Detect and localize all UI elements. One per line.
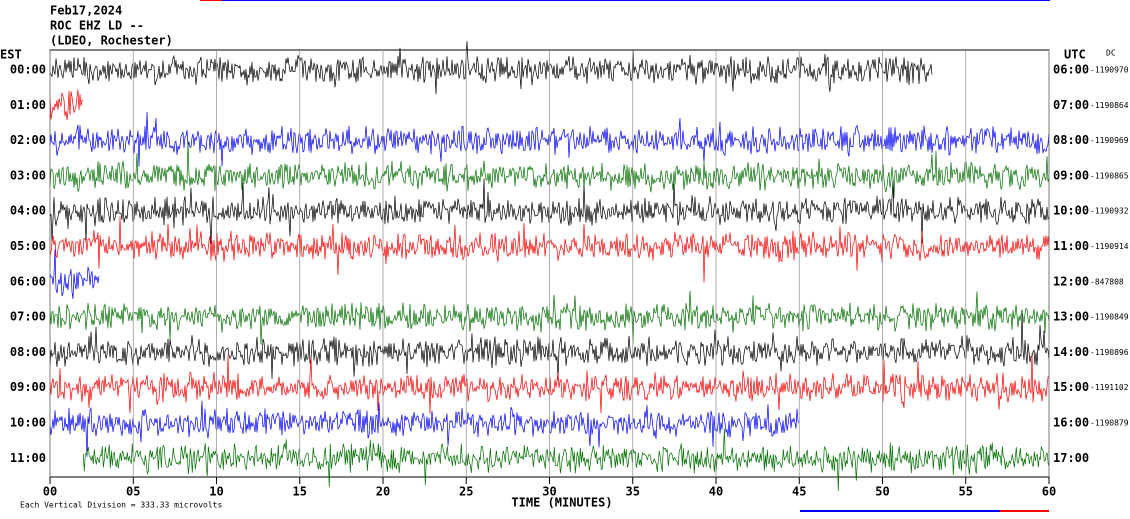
dc-label: DC: [1106, 49, 1116, 58]
offset-label: -1190896: [1090, 348, 1129, 357]
x-label: TIME (MINUTES): [511, 496, 612, 510]
trace: [82, 428, 1049, 491]
utc-label: 13:00: [1053, 310, 1089, 324]
offset-label: -1190914: [1090, 242, 1129, 251]
est-label: 02:00: [10, 133, 46, 147]
x-tick-label: 10: [209, 485, 223, 499]
est-label: 05:00: [10, 239, 46, 253]
utc-label: 17:00: [1053, 451, 1089, 465]
x-tick-label: 05: [126, 485, 140, 499]
offset-label: -1190865: [1090, 171, 1129, 180]
date: Feb17,2024: [50, 4, 122, 18]
x-tick-label: 45: [792, 485, 806, 499]
utc-label: 12:00: [1053, 274, 1089, 288]
est-label: 10:00: [10, 416, 46, 430]
offset-label: -1190932: [1090, 207, 1129, 216]
utc-label: 09:00: [1053, 168, 1089, 182]
x-tick-label: 35: [626, 485, 640, 499]
trace: [49, 41, 933, 95]
est-label: 06:00: [10, 274, 46, 288]
utc-label: 08:00: [1053, 133, 1089, 147]
offset-label: -1190970: [1090, 66, 1129, 75]
footnote: Each Vertical Division = 333.33 microvol…: [20, 501, 222, 510]
x-tick-label: 50: [875, 485, 889, 499]
trace: [49, 89, 84, 120]
est-label: 08:00: [10, 345, 46, 359]
utc-label: 15:00: [1053, 380, 1089, 394]
x-tick-label: 30: [542, 485, 556, 499]
location: (LDEO, Rochester): [50, 34, 173, 48]
est-label: 04:00: [10, 204, 46, 218]
x-tick-label: 60: [1042, 485, 1056, 499]
trace: [49, 400, 800, 457]
utc-label: 14:00: [1053, 345, 1089, 359]
offset-label: -1190879: [1090, 419, 1129, 428]
offset-label: -1190864: [1090, 101, 1129, 110]
utc-label: 06:00: [1053, 63, 1089, 77]
est-label: 03:00: [10, 168, 46, 182]
x-tick-label: 15: [293, 485, 307, 499]
left-zone: EST: [0, 48, 22, 62]
x-tick-label: 20: [376, 485, 390, 499]
utc-label: 07:00: [1053, 98, 1089, 112]
offset-label: -1190969: [1090, 136, 1129, 145]
est-label: 01:00: [10, 98, 46, 112]
offset-label: -1190849: [1090, 313, 1129, 322]
station: ROC EHZ LD --: [50, 19, 144, 33]
utc-label: 11:00: [1053, 239, 1089, 253]
trace: [49, 249, 100, 299]
x-tick-label: 00: [43, 485, 57, 499]
x-tick-label: 25: [459, 485, 473, 499]
utc-label: 16:00: [1053, 416, 1089, 430]
x-tick-label: 55: [959, 485, 973, 499]
est-label: 09:00: [10, 380, 46, 394]
right-zone: UTC: [1064, 48, 1086, 62]
est-label: 00:00: [10, 63, 46, 77]
utc-label: 10:00: [1053, 204, 1089, 218]
est-label: 11:00: [10, 451, 46, 465]
x-tick-label: 40: [709, 485, 723, 499]
offset-label: -847808: [1090, 277, 1124, 286]
est-label: 07:00: [10, 310, 46, 324]
offset-label: -1191102: [1090, 383, 1129, 392]
